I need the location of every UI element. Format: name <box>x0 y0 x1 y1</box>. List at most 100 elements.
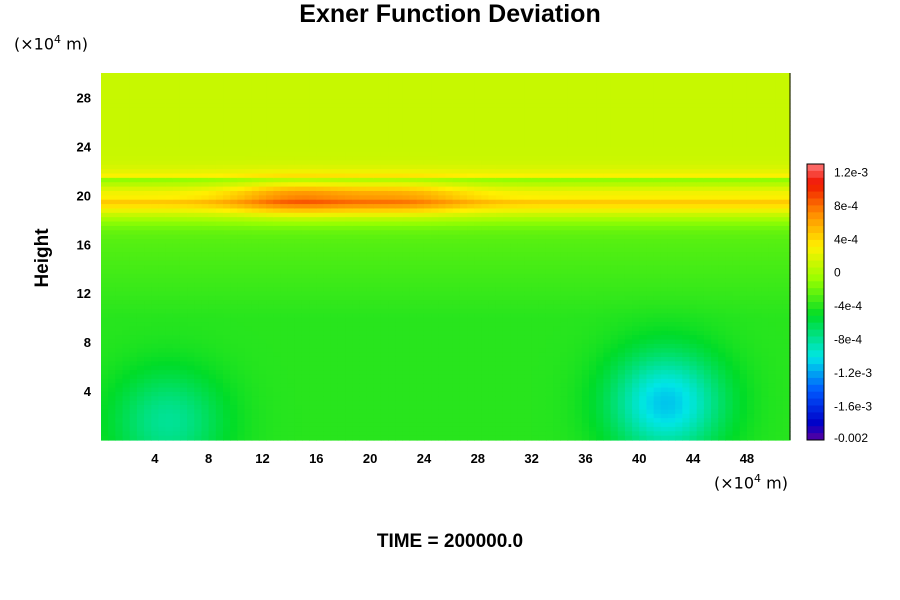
heatmap-cell <box>273 151 282 157</box>
heatmap-cell <box>280 195 289 201</box>
heatmap-cell <box>502 134 511 140</box>
heatmap-cell <box>179 230 188 236</box>
heatmap-cell <box>258 90 267 96</box>
heatmap-cell <box>452 339 461 345</box>
heatmap-cell <box>352 418 360 424</box>
heatmap-cell <box>402 400 411 406</box>
heatmap-cell <box>251 291 260 297</box>
heatmap-cell <box>223 352 231 358</box>
heatmap-cell <box>452 243 461 249</box>
heatmap-cell <box>481 295 490 301</box>
heatmap-cell <box>244 256 253 262</box>
heatmap-cell <box>215 426 224 432</box>
heatmap-cell <box>380 295 389 301</box>
heatmap-cell <box>151 173 160 179</box>
heatmap-cell <box>179 322 188 328</box>
heatmap-cell <box>524 99 533 105</box>
heatmap-cell <box>352 391 360 397</box>
heatmap-cell <box>445 195 454 201</box>
heatmap-cell <box>251 413 260 419</box>
heatmap-cell <box>144 418 152 424</box>
heatmap-cell <box>452 365 461 371</box>
heatmap-cell <box>431 243 439 249</box>
heatmap-cell <box>194 199 203 205</box>
heatmap-cell <box>136 125 145 131</box>
heatmap-cell <box>488 112 497 118</box>
heatmap-cell <box>452 378 461 384</box>
heatmap-cell <box>438 374 447 380</box>
heatmap-cell <box>366 370 375 376</box>
heatmap-cell <box>438 99 447 105</box>
heatmap-cell <box>452 391 461 397</box>
heatmap-cell <box>510 190 518 196</box>
heatmap-cell <box>309 300 317 306</box>
heatmap-cell <box>144 208 152 214</box>
heatmap-cell <box>423 339 432 345</box>
heatmap-cell <box>438 356 447 362</box>
heatmap-cell <box>445 239 454 244</box>
heatmap-cell <box>402 160 411 166</box>
heatmap-cell <box>416 335 425 341</box>
heatmap-cell <box>345 208 353 214</box>
heatmap-cell <box>179 361 188 367</box>
heatmap-cell <box>474 252 482 258</box>
heatmap-cell <box>187 77 195 83</box>
heatmap-cell <box>187 112 195 118</box>
heatmap-cell <box>194 426 203 432</box>
heatmap-cell <box>287 352 296 358</box>
heatmap-cell <box>309 313 317 319</box>
heatmap-cell <box>187 317 195 323</box>
heatmap-cell <box>172 90 181 96</box>
heatmap-cell <box>187 208 195 214</box>
heatmap-cell <box>223 173 231 179</box>
heatmap-cell <box>194 409 203 415</box>
heatmap-cell <box>201 356 210 362</box>
heatmap-cell <box>359 156 368 161</box>
heatmap-cell <box>287 208 296 214</box>
heatmap-cell <box>452 230 461 236</box>
heatmap-cell <box>388 169 396 175</box>
heatmap-cell <box>330 199 339 205</box>
heatmap-cell <box>330 273 339 279</box>
heatmap-cell <box>179 112 188 118</box>
heatmap-cell <box>352 304 360 310</box>
heatmap-cell <box>502 365 511 371</box>
heatmap-cell <box>144 426 152 432</box>
heatmap-cell <box>388 94 396 100</box>
heatmap-cell <box>373 317 382 323</box>
heatmap-cell <box>395 335 404 341</box>
heatmap-cell <box>179 256 188 262</box>
heatmap-cell <box>165 208 174 214</box>
heatmap-cell <box>388 138 396 144</box>
heatmap-cell <box>136 260 145 266</box>
heatmap-cell <box>115 138 124 144</box>
heatmap-cell <box>366 304 375 310</box>
heatmap-cell <box>179 225 188 231</box>
heatmap-cell <box>187 147 195 153</box>
heatmap-cell <box>179 409 188 415</box>
heatmap-cell <box>345 396 353 402</box>
heatmap-cell <box>273 374 282 380</box>
heatmap-cell <box>223 99 231 105</box>
heatmap-cell <box>301 387 310 393</box>
heatmap-cell <box>165 422 174 428</box>
heatmap-cell <box>115 90 124 96</box>
heatmap-cell <box>165 308 174 314</box>
heatmap-cell <box>223 182 231 188</box>
heatmap-cell <box>345 173 353 179</box>
heatmap-cell <box>445 225 454 231</box>
heatmap-cell <box>359 343 368 349</box>
heatmap-cell <box>452 422 461 428</box>
heatmap-cell <box>502 356 511 362</box>
heatmap-cell <box>459 217 468 223</box>
heatmap-cell <box>266 186 274 192</box>
heatmap-cell <box>388 278 396 284</box>
heatmap-cell <box>467 330 475 336</box>
heatmap-cell <box>201 343 210 349</box>
heatmap-cell <box>215 230 224 236</box>
heatmap-cell <box>258 208 267 214</box>
heatmap-cell <box>287 182 296 188</box>
heatmap-cell <box>230 217 238 223</box>
heatmap-cell <box>179 265 188 271</box>
heatmap-cell <box>502 186 511 192</box>
